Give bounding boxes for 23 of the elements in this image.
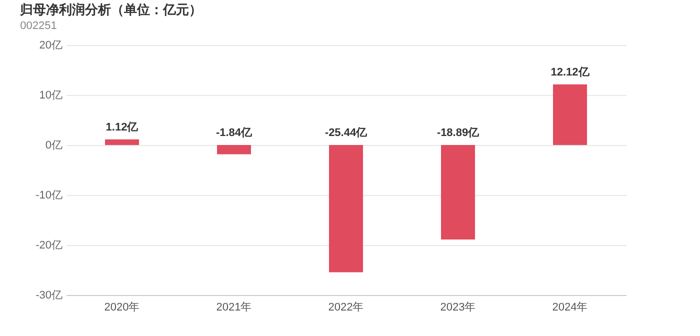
chart-subtitle: 002251 — [20, 20, 57, 32]
data-label: 1.12亿 — [106, 121, 140, 134]
y-tick-label: 20亿 — [39, 40, 62, 52]
bar — [553, 84, 587, 145]
y-tick-label: -30亿 — [36, 290, 62, 302]
x-tick-label: 2022年 — [328, 302, 364, 314]
y-tick-label: 10亿 — [39, 90, 62, 102]
bar — [217, 145, 251, 154]
x-tick-label: 2023年 — [440, 302, 476, 314]
data-label: -18.89亿 — [436, 127, 480, 139]
chart-title: 归母净利润分析（单位：亿元） — [19, 2, 202, 17]
data-label: -25.44亿 — [324, 127, 368, 139]
y-tick-label: -10亿 — [36, 190, 62, 202]
x-tick-label: 2021年 — [216, 302, 252, 314]
x-tick-label: 2020年 — [104, 302, 140, 314]
bar — [105, 139, 139, 145]
bar — [329, 145, 363, 272]
bar — [441, 145, 475, 240]
data-label: -1.84亿 — [216, 127, 254, 139]
y-tick-label: 0亿 — [45, 140, 62, 152]
x-tick-label: 2024年 — [552, 302, 588, 314]
y-tick-label: -20亿 — [36, 240, 62, 252]
data-label: 12.12亿 — [550, 66, 590, 78]
